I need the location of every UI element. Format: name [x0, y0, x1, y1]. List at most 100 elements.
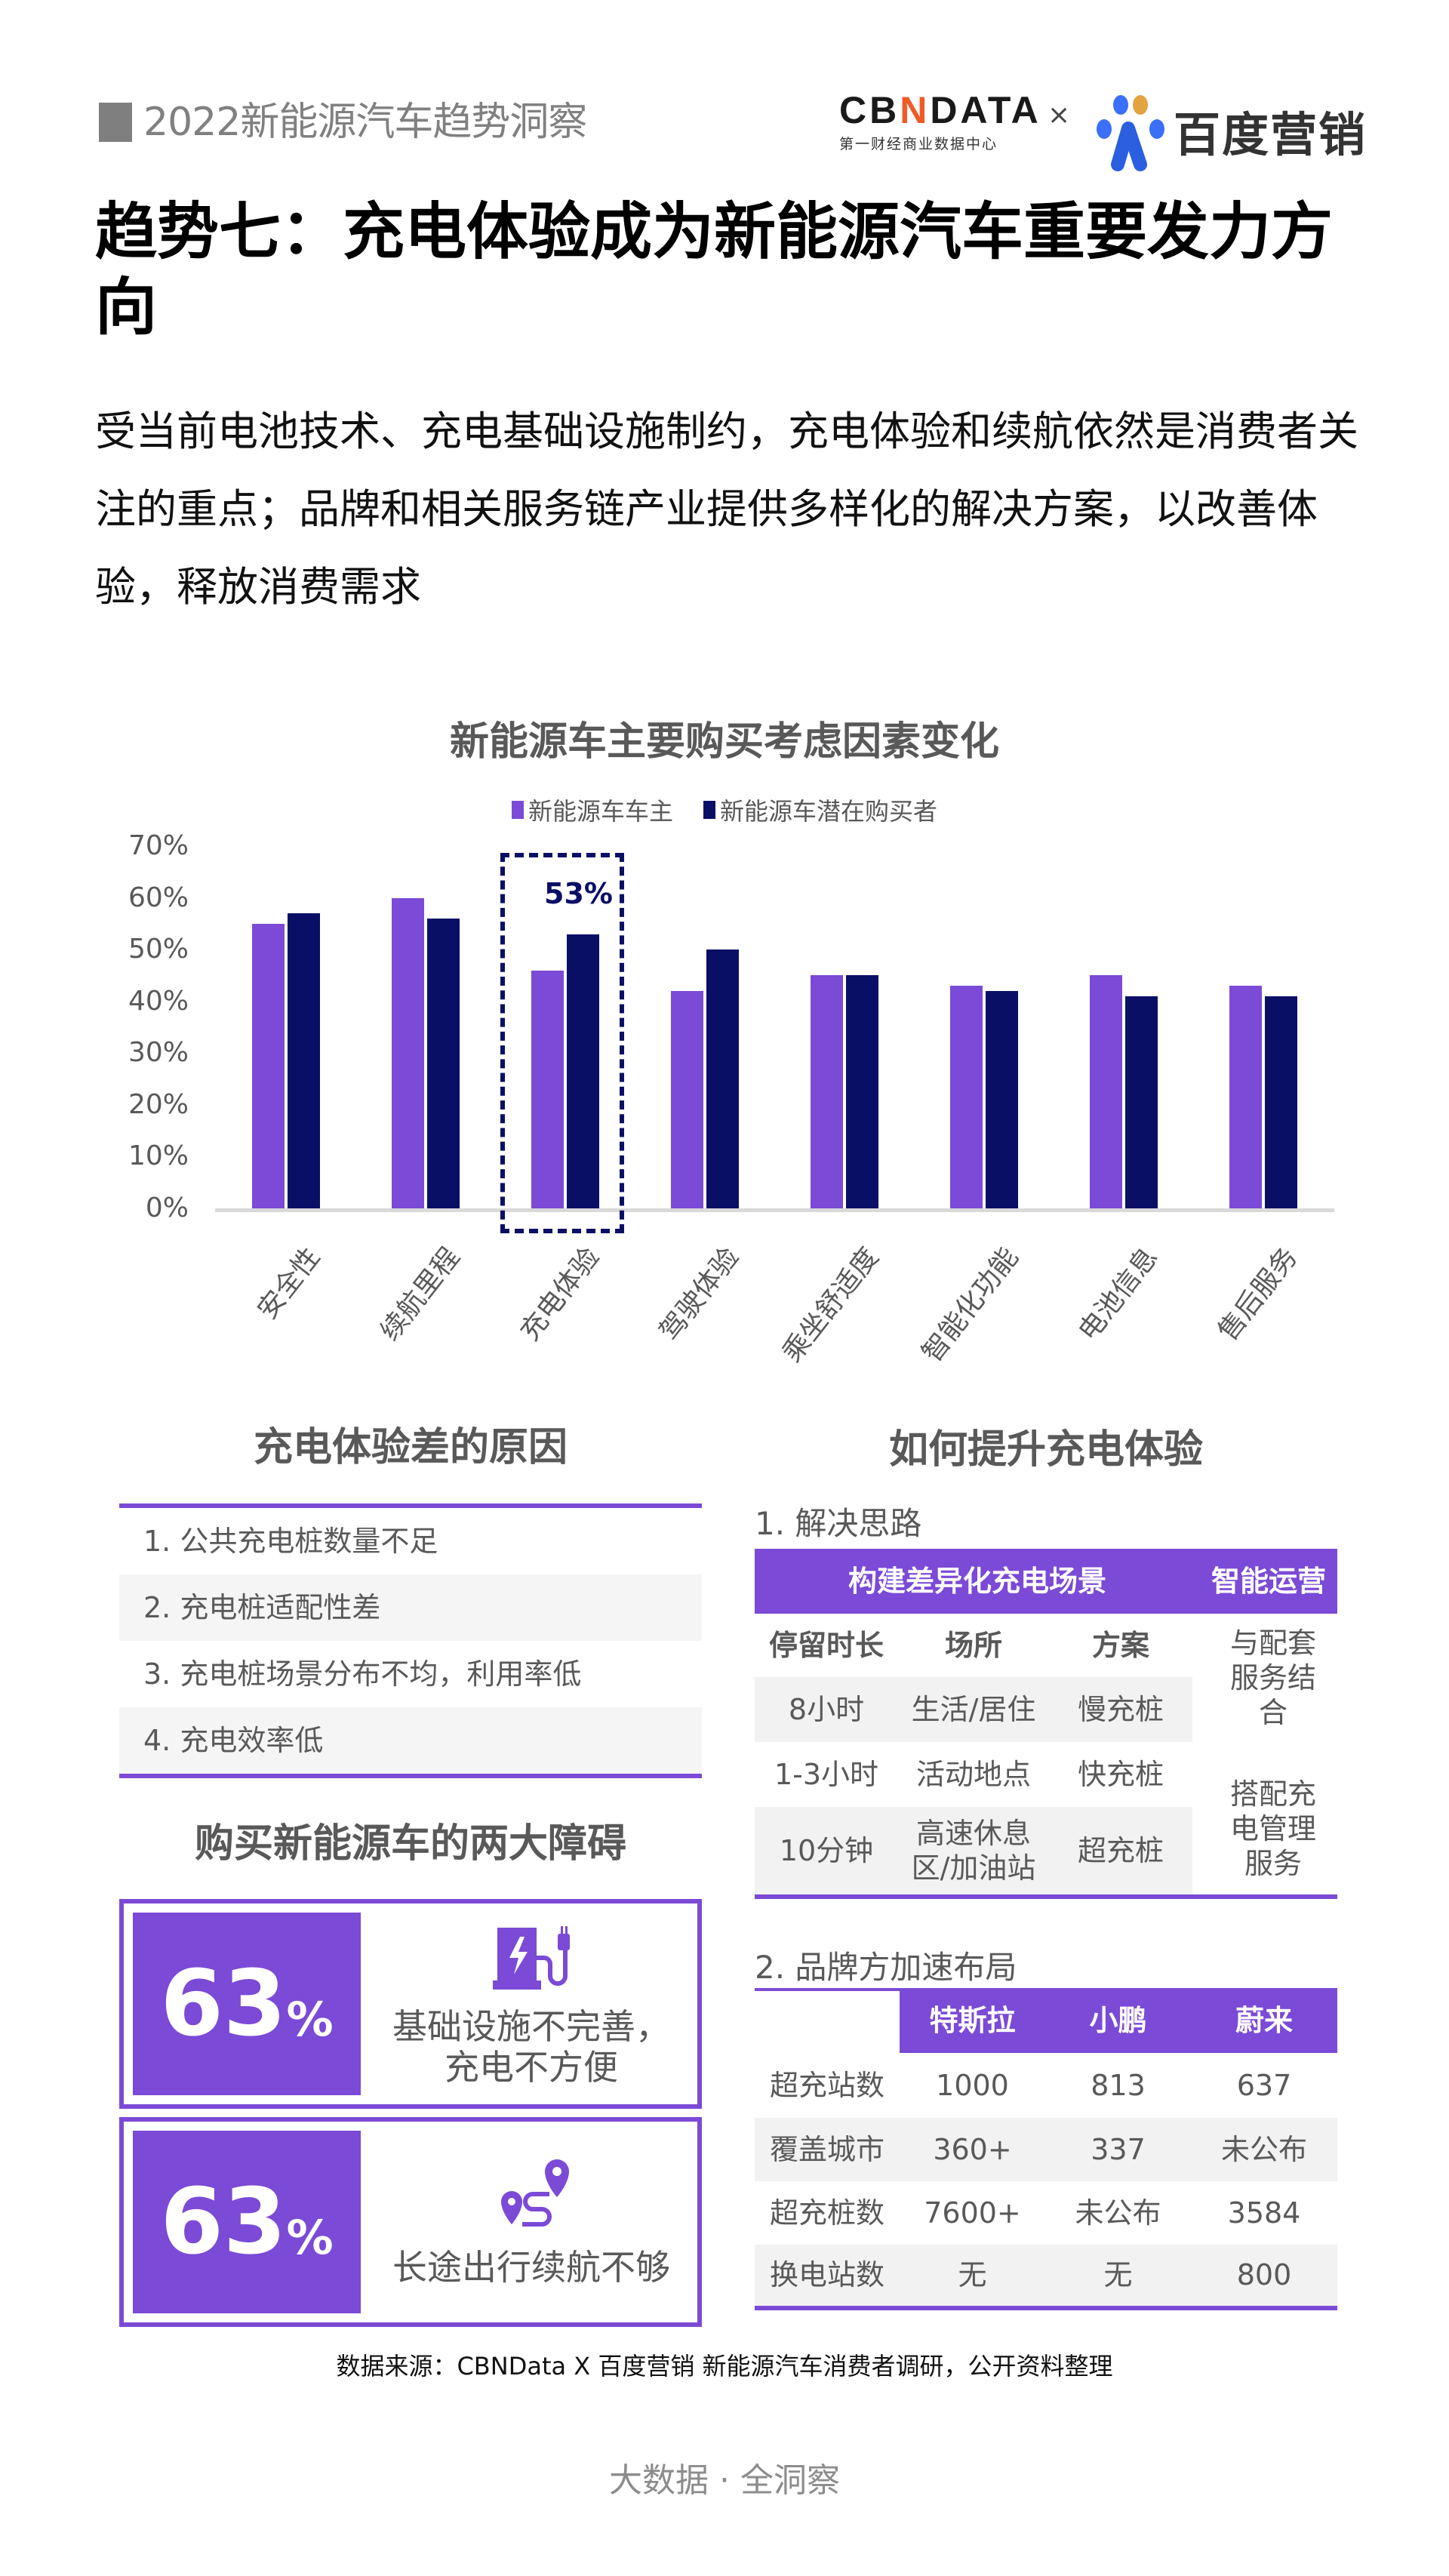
bar-prospects: [986, 991, 1018, 1208]
cbndata-logo: CBNDATA 第一财经商业数据中心: [839, 89, 1038, 153]
highlight-box: [500, 853, 624, 1233]
legend-item-owners: 新能源车车主: [511, 792, 673, 827]
row-label: 换电站数: [769, 2258, 884, 2291]
list-item: 2. 充电桩适配性差: [119, 1574, 702, 1641]
barrier-card: 63% 长途出行续航不够: [119, 2117, 702, 2327]
column-header-tesla: 特斯拉: [929, 2004, 1016, 2037]
table-cell: 7600+: [924, 2196, 1021, 2230]
table-row: 超充桩数 7600+ 未公布 3584: [755, 2181, 1337, 2245]
bar-prospects: [846, 975, 878, 1208]
table-cell: 1000: [936, 2069, 1009, 2102]
bar-owners: [531, 970, 564, 1208]
barrier-stat: 63%: [133, 1913, 361, 2095]
bar-owners: [950, 986, 983, 1208]
column-header: 停留时长: [768, 1629, 884, 1662]
table-cell: 无: [958, 2258, 987, 2291]
table-cell: 10分钟: [779, 1834, 874, 1867]
bar-prospects: [1125, 996, 1158, 1208]
table-cell: 637: [1236, 2069, 1292, 2102]
barrier-text: 基础设施不完善，: [392, 2006, 670, 2047]
brands-subtitle: 2. 品牌方加速布局: [755, 1949, 1017, 1986]
lead-paragraph: 受当前电池技术、充电基础设施制约，充电体验和续航依然是消费者关注的重点；品牌和相…: [95, 408, 1358, 611]
table-cell: 未公布: [1075, 2196, 1161, 2230]
table-cell: 337: [1091, 2133, 1146, 2166]
reasons-title: 充电体验差的原因: [253, 1425, 568, 1470]
bar-prospects: [288, 913, 320, 1208]
stat-value: 63: [160, 1951, 287, 2057]
bar-owners: [811, 975, 843, 1208]
column-header: 方案: [1091, 1629, 1149, 1662]
table-cell: 生活/居住: [911, 1693, 1036, 1726]
row-label: 覆盖城市: [769, 2133, 884, 2166]
bar-owners: [1229, 986, 1262, 1208]
row-label: 超充桩数: [769, 2196, 884, 2230]
y-tick-label: 30%: [128, 1037, 189, 1069]
table-cell: 超充桩: [1077, 1834, 1164, 1867]
brands-header-band: [900, 1988, 1337, 2053]
y-tick-label: 70%: [128, 830, 189, 861]
logo-subtitle: 第一财经商业数据中心: [839, 136, 998, 152]
y-tick-label: 20%: [128, 1088, 189, 1120]
barrier-text: 充电不方便: [445, 2047, 618, 2088]
report-title: 2022新能源汽车趋势洞察: [143, 100, 587, 145]
y-tick-label: 10%: [128, 1140, 189, 1172]
header-marker: [99, 103, 132, 142]
list-item: 1. 公共充电桩数量不足: [143, 1525, 438, 1558]
legend-swatch: [703, 801, 715, 819]
baidu-marketing-logo: 百度营销: [1091, 89, 1367, 172]
legend-item-prospects: 新能源车潜在购买者: [703, 792, 937, 827]
table-cell: 800: [1236, 2258, 1292, 2291]
page-title: 趋势七：充电体验成为新能源汽车重要发力方向: [95, 196, 1334, 343]
legend-label: 新能源车车主: [528, 797, 673, 826]
table-cell: 慢充桩: [1077, 1693, 1164, 1726]
route-pin-icon: [501, 2159, 569, 2227]
column-header-nio: 蔚来: [1235, 2004, 1293, 2037]
column-header-xpeng: 小鹏: [1089, 2004, 1147, 2037]
table-cell: 8小时: [788, 1693, 865, 1726]
bar-prospects: [1265, 996, 1297, 1208]
bar-owners: [671, 991, 703, 1208]
band-label-operations: 智能运营: [1211, 1565, 1326, 1598]
table-cell: 未公布: [1220, 2133, 1307, 2166]
chart-title: 新能源车主要购买考虑因素变化: [449, 719, 999, 765]
logo-text: CB: [839, 89, 900, 131]
baidu-paw-icon: [1091, 89, 1166, 172]
charging-station-icon: [493, 1926, 570, 1990]
table-row: 超充站数 1000 813 637: [755, 2053, 1337, 2118]
reasons-list: 1. 公共充电桩数量不足 2. 充电桩适配性差 3. 充电桩场景分布不均，利用率…: [119, 1503, 702, 1778]
table-cell: 1-3小时: [774, 1758, 879, 1791]
solution-table: 停留时长 场所 方案 8小时 生活/居住 慢充桩 1-3小时 活动地点 快充桩 …: [755, 1614, 1337, 1894]
brands-table: 特斯拉 小鹏 蔚来 超充站数 1000 813 637 覆盖城市 360+ 33…: [755, 1988, 1337, 2313]
y-tick-label: 60%: [128, 882, 189, 913]
table-bottom-rule: [755, 2306, 1337, 2310]
y-tick-label: 50%: [128, 934, 189, 965]
list-item: 3. 充电桩场景分布不均，利用率低: [143, 1657, 582, 1691]
barrier-stat: 63%: [133, 2131, 361, 2313]
logo-separator: ×: [1048, 100, 1071, 131]
chart-legend: 新能源车车主 新能源车潜在购买者: [0, 792, 1449, 827]
stat-value: 63: [160, 2169, 287, 2275]
ops-cell: 搭配充电管理服务: [1229, 1777, 1316, 1880]
footer-slogan: 大数据 · 全洞察: [609, 2461, 840, 2500]
bar-prospects: [427, 919, 460, 1208]
row-label: 超充站数: [769, 2069, 884, 2102]
data-source: 数据来源：CBNData X 百度营销 新能源汽车消费者调研，公开资料整理: [336, 2352, 1113, 2381]
bar-prospects: [706, 949, 739, 1208]
logo-text-accent: N: [900, 89, 931, 131]
table-cell: 活动地点: [915, 1758, 1031, 1791]
legend-label: 新能源车潜在购买者: [720, 797, 938, 826]
table-row: 覆盖城市 360+ 337 未公布: [755, 2118, 1337, 2181]
highlight-value-label: 53%: [544, 877, 613, 910]
logo-text: DATA: [930, 89, 1041, 131]
legend-swatch: [511, 801, 524, 819]
bar-prospects: [567, 934, 599, 1208]
logo-text: 百度营销: [1174, 107, 1367, 162]
column-header: 场所: [944, 1629, 1002, 1662]
table-cell: 813: [1091, 2069, 1146, 2102]
bar-owners: [252, 923, 285, 1208]
y-tick-label: 40%: [128, 985, 189, 1017]
table-cell: 360+: [933, 2133, 1012, 2166]
table-cell: 3584: [1227, 2196, 1301, 2230]
improve-title: 如何提升充电体验: [888, 1427, 1203, 1473]
table-cell: 高速休息区/加油站: [911, 1817, 1036, 1885]
